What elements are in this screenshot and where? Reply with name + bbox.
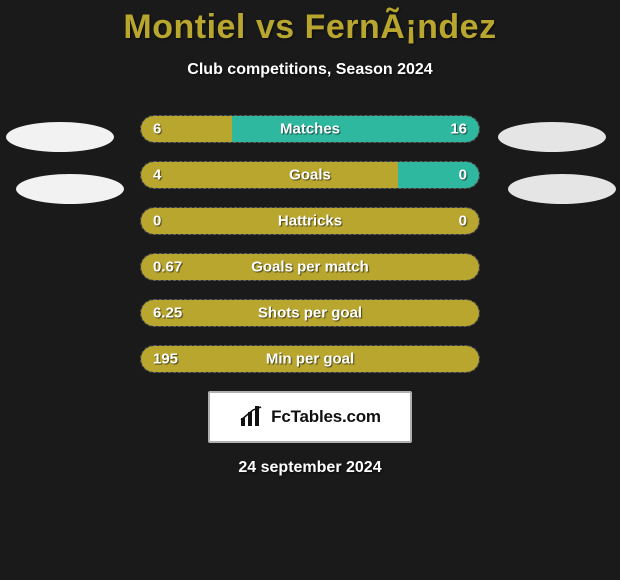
stat-bar: 0.67 Goals per match — [140, 253, 480, 281]
stat-left-value: 0.67 — [153, 259, 182, 276]
stat-left-value: 0 — [153, 213, 161, 230]
stat-left-value: 6 — [153, 121, 161, 138]
stat-label: Goals per match — [251, 259, 369, 276]
stat-right-value: 0 — [459, 167, 467, 184]
stat-bar-left-fill — [141, 162, 398, 188]
stat-right-value: 16 — [450, 121, 467, 138]
page-title: Montiel vs FernÃ¡ndez — [0, 0, 620, 47]
logo-text: FcTables.com — [271, 407, 381, 427]
stats-bar-list: 6 16 Matches 4 0 Goals 0 0 Hattricks 0.67 Goals pe… — [0, 115, 620, 373]
stat-bar: 6 16 Matches — [140, 115, 480, 143]
stat-label: Matches — [280, 121, 340, 138]
stat-left-value: 195 — [153, 351, 178, 368]
stat-left-value: 6.25 — [153, 305, 182, 322]
stat-bar: 195 Min per goal — [140, 345, 480, 373]
stat-label: Min per goal — [266, 351, 354, 368]
decorative-ellipse — [508, 174, 616, 204]
stat-left-value: 4 — [153, 167, 161, 184]
stat-label: Shots per goal — [258, 305, 362, 322]
stat-label: Hattricks — [278, 213, 342, 230]
date-label: 24 september 2024 — [0, 459, 620, 477]
stat-right-value: 0 — [459, 213, 467, 230]
stat-bar: 0 0 Hattricks — [140, 207, 480, 235]
stat-bar-right-fill — [232, 116, 479, 142]
decorative-ellipse — [498, 122, 606, 152]
stat-label: Goals — [289, 167, 331, 184]
bar-chart-icon — [239, 406, 265, 428]
decorative-ellipse — [6, 122, 114, 152]
logo-badge: FcTables.com — [208, 391, 412, 443]
stat-bar: 6.25 Shots per goal — [140, 299, 480, 327]
stat-bar: 4 0 Goals — [140, 161, 480, 189]
decorative-ellipse — [16, 174, 124, 204]
subtitle: Club competitions, Season 2024 — [0, 61, 620, 79]
